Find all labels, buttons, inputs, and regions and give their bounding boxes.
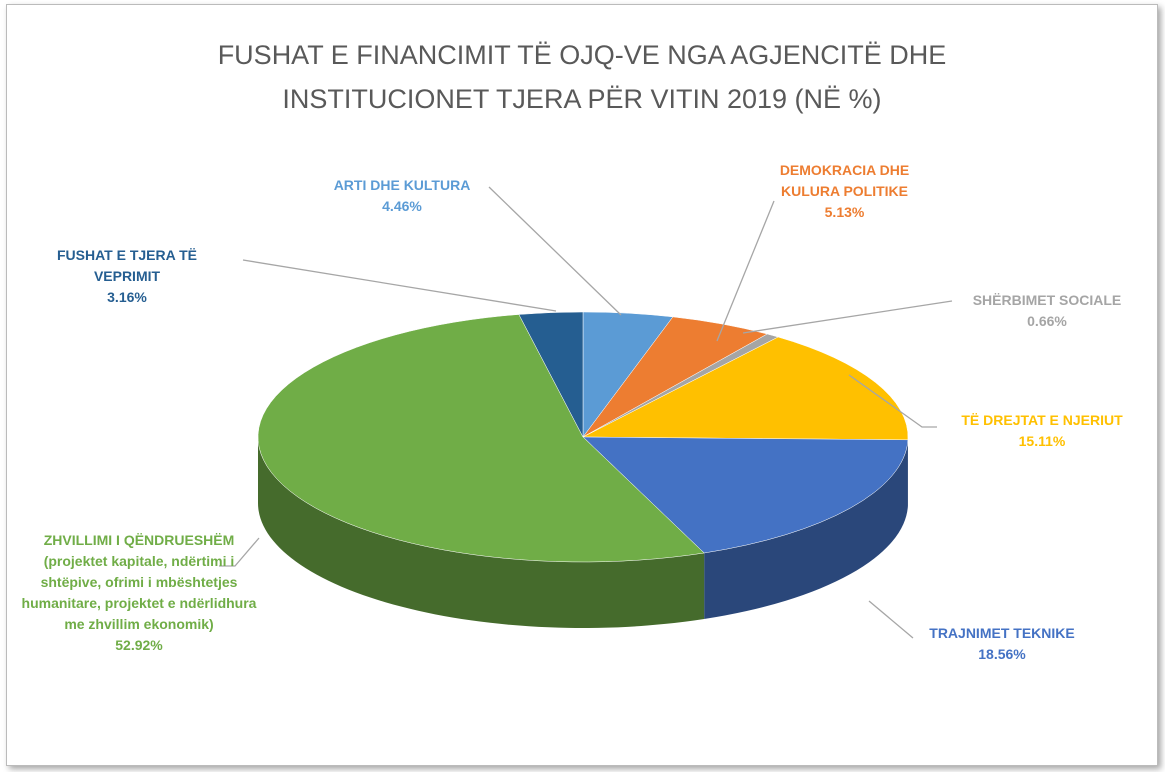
slice xyxy=(257,314,705,563)
category-label: DEMOKRACIA DHE KULURA POLITIKE xyxy=(779,162,910,199)
slice-side xyxy=(704,439,908,619)
value-label: 52.92% xyxy=(115,637,163,653)
value-label: 4.46% xyxy=(382,198,422,214)
value-label: 5.13% xyxy=(824,204,865,220)
chart: FUSHAT E FINANCIMIT TË OJQ-VE NGA AGJENC… xyxy=(6,4,1158,766)
value-label: 15.11% xyxy=(1018,433,1066,449)
category-label: TË DREJTAT E NJERIUT xyxy=(961,412,1123,428)
leader-line xyxy=(742,300,953,334)
data-label: DEMOKRACIA DHE KULURA POLITIKE 5.13% xyxy=(752,160,937,223)
leader-line xyxy=(868,600,914,639)
leader-line xyxy=(219,537,260,567)
pie-area xyxy=(219,186,953,639)
slice-tops xyxy=(257,311,909,563)
slice xyxy=(582,336,909,441)
leader-line xyxy=(716,200,775,342)
category-label: SHËRBIMET SOCIALE xyxy=(972,292,1122,308)
category-label: TRAJNIMET TEKNIKE xyxy=(929,625,1075,641)
leader-line xyxy=(242,259,557,312)
category-label: FUSHAT E TJERA TË VEPRIMIT xyxy=(56,247,197,284)
slice-side xyxy=(258,437,705,628)
slice xyxy=(518,311,584,438)
data-label: SHËRBIMET SOCIALE 0.66% xyxy=(942,290,1152,332)
value-label: 3.16% xyxy=(107,289,147,305)
category-label: ZHVILLIMI I QËNDRUESHËM (projektet kapit… xyxy=(21,532,257,632)
slice-sides xyxy=(258,437,908,628)
leader-line xyxy=(848,374,937,428)
data-label: FUSHAT E TJERA TË VEPRIMIT 3.16% xyxy=(47,245,207,308)
leader-lines xyxy=(219,186,953,639)
slice xyxy=(582,436,909,554)
data-label: ARTI DHE KULTURA 4.46% xyxy=(307,175,497,217)
value-label: 0.66% xyxy=(1027,313,1067,329)
chart-title: FUSHAT E FINANCIMIT TË OJQ-VE NGA AGJENC… xyxy=(217,40,947,114)
leader-line xyxy=(488,186,622,316)
value-label: 18.56% xyxy=(978,646,1026,662)
data-label: TRAJNIMET TEKNIKE 18.56% xyxy=(902,623,1102,665)
data-label: TË DREJTAT E NJERIUT 15.11% xyxy=(942,410,1142,452)
category-label: ARTI DHE KULTURA xyxy=(333,177,471,193)
data-label: ZHVILLIMI I QËNDRUESHËM (projektet kapit… xyxy=(19,530,259,656)
